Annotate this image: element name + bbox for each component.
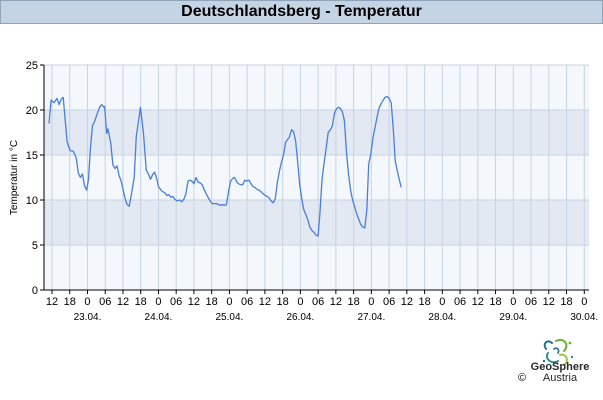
temperature-line <box>48 95 402 237</box>
x-date-label: 23.04. <box>74 312 102 323</box>
chart-title: Deutschlandsberg - Temperatur <box>181 3 422 20</box>
y-tick-label: 10 <box>26 195 38 207</box>
x-tick-label: 0 <box>439 296 445 308</box>
x-tick-label: 18 <box>347 296 359 308</box>
plot-band <box>44 245 589 290</box>
y-tick-label: 0 <box>32 285 38 297</box>
x-date-label: 25.04. <box>216 312 244 323</box>
x-tick-label: 0 <box>581 296 587 308</box>
x-tick-label: 06 <box>525 296 537 308</box>
x-tick-label: 06 <box>170 296 182 308</box>
plot-band <box>44 155 589 200</box>
x-tick-label: 18 <box>560 296 572 308</box>
logo-subname: Austria <box>542 372 578 384</box>
x-tick-label: 06 <box>99 296 111 308</box>
x-tick-label: 0 <box>368 296 374 308</box>
y-tick-label: 15 <box>26 150 38 162</box>
x-tick-label: 0 <box>84 296 90 308</box>
y-tick-label: 5 <box>32 240 38 252</box>
x-date-label: 29.04. <box>499 312 527 323</box>
geosphere-logo-icon <box>542 339 574 366</box>
logo-name: GeoSphere <box>530 361 590 373</box>
x-tick-label: 12 <box>472 296 484 308</box>
plot-band <box>44 200 589 245</box>
x-tick-label: 12 <box>401 296 413 308</box>
x-date-label: 30.04. <box>570 312 598 323</box>
x-tick-label: 0 <box>510 296 516 308</box>
x-tick-label: 18 <box>64 296 76 308</box>
x-tick-label: 12 <box>259 296 271 308</box>
x-tick-label: 06 <box>383 296 395 308</box>
x-tick-label: 0 <box>297 296 303 308</box>
plot-band <box>44 65 589 110</box>
logo-text: GeoSphere Austria <box>530 362 590 384</box>
x-tick-label: 12 <box>543 296 555 308</box>
x-tick-label: 18 <box>277 296 289 308</box>
plot-band <box>44 110 589 155</box>
x-date-label: 27.04. <box>357 312 385 323</box>
title-bar: Deutschlandsberg - Temperatur <box>0 0 603 24</box>
x-tick-label: 18 <box>489 296 501 308</box>
x-tick-label: 06 <box>312 296 324 308</box>
x-tick-label: 0 <box>155 296 161 308</box>
x-tick-label: 12 <box>188 296 200 308</box>
y-tick-label: 20 <box>26 105 38 117</box>
x-tick-label: 12 <box>46 296 58 308</box>
y-axis-label: Temperatur in °C <box>9 140 20 215</box>
x-tick-label: 06 <box>241 296 253 308</box>
x-tick-label: 18 <box>418 296 430 308</box>
x-date-label: 28.04. <box>428 312 456 323</box>
x-tick-label: 06 <box>454 296 466 308</box>
x-tick-label: 18 <box>135 296 147 308</box>
x-date-label: 26.04. <box>286 312 314 323</box>
x-date-label: 24.04. <box>145 312 173 323</box>
x-tick-label: 18 <box>206 296 218 308</box>
x-tick-label: 12 <box>330 296 342 308</box>
x-tick-label: 0 <box>226 296 232 308</box>
y-tick-label: 25 <box>26 60 38 72</box>
copyright-mark: © <box>518 372 527 384</box>
x-tick-label: 12 <box>117 296 129 308</box>
